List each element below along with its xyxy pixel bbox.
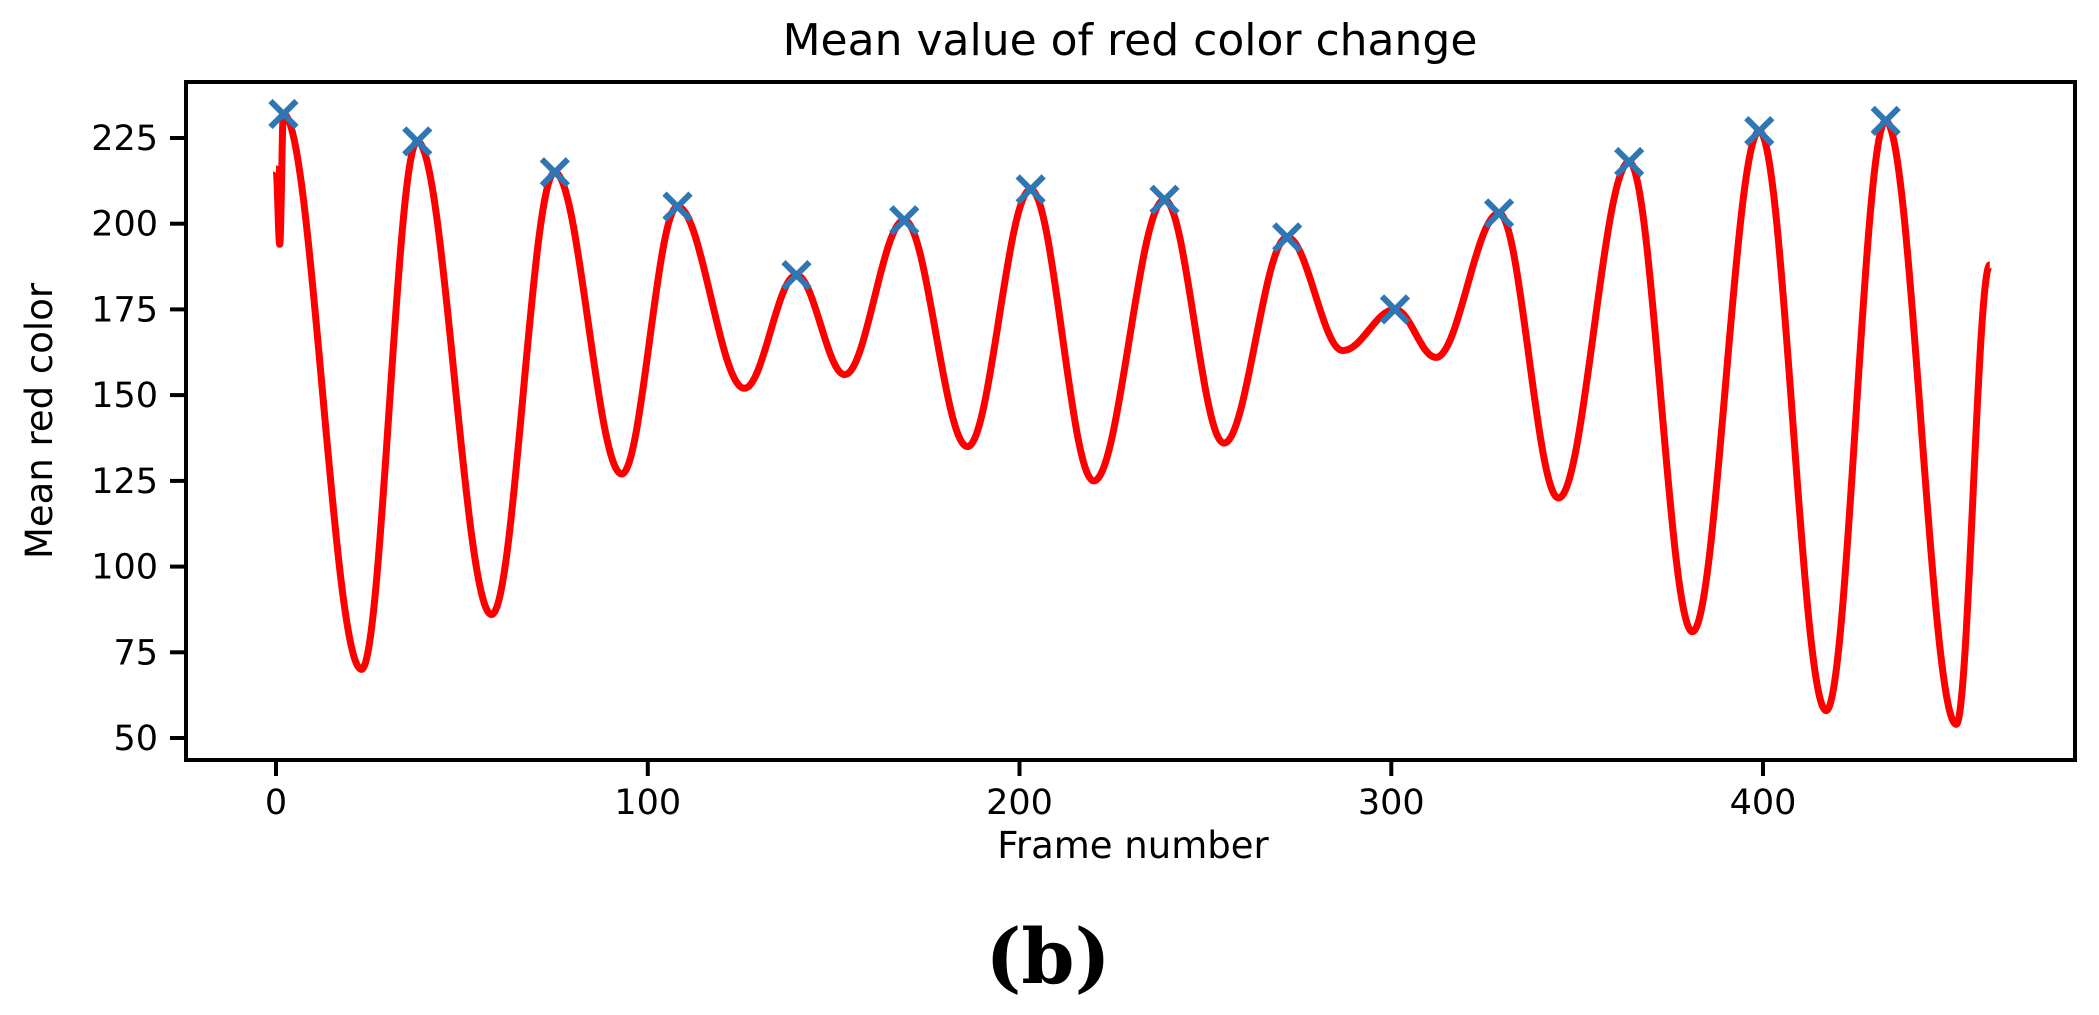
peak-marker-x [1149,184,1180,215]
peak-marker-x [1744,116,1775,147]
x-marker-stroke [662,191,693,222]
plot-border [184,80,2077,762]
y-tick-label: 175 [91,290,158,330]
x-marker-stroke [1483,198,1515,229]
peak-marker-x [1483,198,1515,229]
peak-marker-x [1614,146,1645,178]
x-tick-label: 200 [986,783,1053,823]
data-series [272,110,1994,728]
peak-marker-x [662,191,693,222]
peak-marker-x [1870,105,1901,136]
y-tick-label: 225 [91,119,158,159]
y-tick-label: 75 [113,633,158,673]
x-marker-stroke [1870,105,1901,136]
x-marker-stroke [1272,222,1303,253]
x-marker-stroke [1614,146,1645,178]
subfigure-caption: (b) [985,912,1110,1001]
x-tick-label: 100 [614,783,681,823]
y-tick-label: 100 [91,548,158,588]
y-axis-label: Mean red color [18,282,61,559]
peak-marker-x [781,260,812,291]
peak-marker-x [889,205,920,236]
peak-marker-x [268,98,299,130]
x-tick-label: 300 [1358,783,1425,823]
x-tick-label: 0 [265,783,287,823]
x-marker-stroke [1149,184,1180,215]
x-marker-stroke [268,98,299,130]
peak-marker-x [539,157,570,188]
y-tick-label: 200 [91,205,158,245]
peak-marker-x [1272,222,1303,253]
y-tick-label: 50 [113,719,158,759]
x-marker-stroke [1015,174,1046,205]
x-marker-stroke [781,260,812,291]
x-marker-stroke [1379,294,1411,325]
x-axis-label: Frame number [997,824,1269,867]
x-tick-label: 400 [1730,783,1797,823]
y-tick-label: 150 [91,376,158,416]
peak-marker-x [1379,294,1411,325]
mean-red-color-line [272,110,1994,728]
peak-marker-x [1015,174,1046,205]
x-marker-stroke [1744,116,1775,147]
y-tick-label: 125 [91,462,158,502]
x-marker-stroke [539,157,570,188]
x-marker-stroke [402,126,433,157]
axis-tick-labels: 0 100 200 300 400 50 75 100 125 150 175 200 225 [91,119,1796,823]
axis-ticks [170,136,1765,776]
chart-title: Mean value of red color change [783,15,1478,66]
peak-marker-x [402,126,433,157]
x-marker-stroke [889,205,920,236]
peak-markers [268,98,1901,325]
